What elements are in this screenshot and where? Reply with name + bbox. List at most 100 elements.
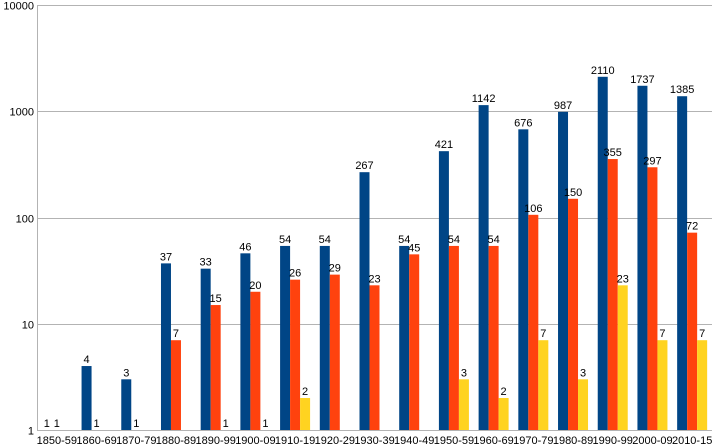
x-tick-label: 2010-15 bbox=[672, 435, 712, 447]
bar bbox=[697, 340, 708, 430]
bar bbox=[518, 129, 529, 430]
data-label: 4 bbox=[83, 354, 89, 366]
data-label: 2110 bbox=[591, 65, 615, 77]
data-label: 46 bbox=[239, 241, 251, 253]
data-label: 987 bbox=[554, 100, 572, 112]
bar bbox=[647, 167, 658, 430]
data-label: 26 bbox=[289, 268, 301, 280]
gridlines bbox=[37, 5, 712, 431]
bar bbox=[369, 285, 380, 430]
bar bbox=[448, 245, 459, 430]
data-label: 37 bbox=[160, 251, 172, 263]
data-label: 54 bbox=[487, 234, 499, 246]
bar bbox=[528, 214, 539, 430]
bar bbox=[200, 268, 211, 430]
bar bbox=[498, 398, 509, 430]
bar bbox=[438, 151, 449, 430]
x-tick-label: 1870-79 bbox=[116, 435, 156, 447]
bars bbox=[81, 76, 708, 431]
x-tick-label: 1850-59 bbox=[37, 435, 77, 447]
data-label: 20 bbox=[249, 280, 261, 292]
y-tick-label: 10000 bbox=[3, 1, 34, 13]
bar bbox=[687, 232, 698, 430]
bar bbox=[677, 96, 688, 431]
data-label: 54 bbox=[398, 234, 410, 246]
data-label: 1385 bbox=[670, 84, 694, 96]
bar bbox=[607, 159, 618, 430]
bar bbox=[478, 105, 489, 430]
data-label: 7 bbox=[699, 328, 705, 340]
x-tick-label: 1940-49 bbox=[394, 435, 434, 447]
bar bbox=[558, 111, 569, 430]
bar bbox=[409, 254, 420, 430]
data-label: 7 bbox=[659, 328, 665, 340]
x-tick-label: 1920-29 bbox=[315, 435, 355, 447]
x-tick-label: 1980-89 bbox=[553, 435, 593, 447]
data-label: 1 bbox=[54, 418, 60, 430]
data-labels: 1 141313773315146201542625429267235445421… bbox=[44, 65, 705, 430]
bar bbox=[329, 274, 340, 430]
bar bbox=[160, 263, 171, 430]
x-tick-label: 1930-39 bbox=[354, 435, 394, 447]
data-label: 15 bbox=[210, 293, 222, 305]
bar bbox=[578, 379, 589, 430]
data-label: 33 bbox=[200, 257, 212, 269]
bar bbox=[81, 366, 92, 430]
data-label: 106 bbox=[524, 203, 542, 215]
x-tick-label: 1890-99 bbox=[195, 435, 235, 447]
bar bbox=[210, 305, 221, 430]
x-tick-label: 1900-09 bbox=[235, 435, 275, 447]
data-label: 2 bbox=[501, 386, 507, 398]
data-label: 3 bbox=[123, 367, 129, 379]
bar bbox=[121, 379, 132, 430]
bar bbox=[240, 253, 251, 430]
bar bbox=[250, 291, 261, 430]
data-label: 1 bbox=[133, 418, 139, 430]
x-axis-tick-labels: 1850-59 1860-69 1870-79 1880-89 1890-99 1900-… bbox=[37, 435, 713, 447]
y-tick-label: 100 bbox=[16, 214, 34, 226]
y-tick-label: 1 bbox=[28, 426, 34, 438]
data-label: 1 bbox=[262, 418, 268, 430]
bar bbox=[319, 245, 330, 430]
bar bbox=[458, 379, 469, 430]
data-label: 1 bbox=[44, 418, 50, 430]
data-label: 23 bbox=[368, 273, 380, 285]
data-label: 54 bbox=[448, 234, 460, 246]
bar bbox=[538, 340, 549, 430]
bar bbox=[568, 198, 579, 430]
data-label: 1 bbox=[223, 418, 229, 430]
data-label: 3 bbox=[580, 367, 586, 379]
data-label: 421 bbox=[435, 139, 453, 151]
bar bbox=[617, 285, 628, 430]
data-label: 45 bbox=[408, 242, 420, 254]
x-tick-label: 2000-09 bbox=[632, 435, 672, 447]
data-label: 297 bbox=[643, 155, 661, 167]
bar bbox=[597, 76, 608, 431]
bar bbox=[488, 245, 499, 430]
x-tick-label: 1880-89 bbox=[156, 435, 196, 447]
data-label: 29 bbox=[329, 263, 341, 275]
bar bbox=[637, 85, 648, 430]
data-label: 2 bbox=[302, 386, 308, 398]
x-tick-label: 1910-19 bbox=[275, 435, 315, 447]
data-label: 1 bbox=[93, 418, 99, 430]
x-tick-label: 1860-69 bbox=[76, 435, 116, 447]
bar bbox=[657, 340, 668, 430]
bar bbox=[300, 398, 311, 430]
x-tick-label: 1950-59 bbox=[434, 435, 474, 447]
data-label: 1737 bbox=[630, 74, 654, 86]
x-tick-label: 1970-79 bbox=[513, 435, 553, 447]
y-axis-tick-labels: 1 10 100 1000 10000 bbox=[3, 1, 34, 438]
data-label: 7 bbox=[540, 328, 546, 340]
data-label: 23 bbox=[617, 273, 629, 285]
data-label: 676 bbox=[514, 117, 532, 129]
x-tick-label: 1960-69 bbox=[473, 435, 513, 447]
data-label: 150 bbox=[564, 187, 582, 199]
bar bbox=[359, 172, 370, 431]
x-tick-label: 1990-99 bbox=[593, 435, 633, 447]
bar bbox=[280, 245, 291, 430]
data-label: 7 bbox=[173, 328, 179, 340]
data-label: 1142 bbox=[472, 93, 496, 105]
bar bbox=[170, 340, 181, 430]
